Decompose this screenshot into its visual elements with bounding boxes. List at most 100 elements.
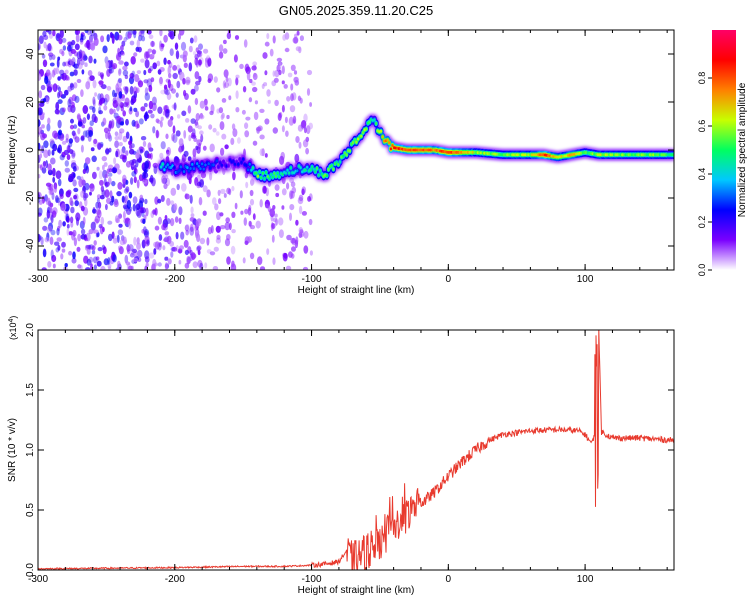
noise-blob xyxy=(165,133,169,140)
noise-blob xyxy=(204,98,208,108)
noise-blob xyxy=(154,241,160,250)
noise-blob xyxy=(216,87,221,93)
noise-blob xyxy=(69,58,75,66)
noise-blob xyxy=(174,42,179,50)
noise-blob xyxy=(71,231,76,241)
noise-blob xyxy=(239,63,244,69)
noise-blob xyxy=(70,206,75,214)
noise-blob xyxy=(84,197,88,207)
noise-blob xyxy=(245,181,249,189)
noise-blob xyxy=(138,118,144,125)
noise-blob xyxy=(289,212,292,221)
noise-blob xyxy=(105,148,110,155)
noise-blob xyxy=(174,216,179,223)
ridge-core-point xyxy=(191,162,194,166)
noise-blob xyxy=(82,193,87,201)
noise-blob xyxy=(172,65,178,71)
noise-blob xyxy=(59,30,64,39)
noise-blob xyxy=(178,259,182,265)
ridge-core-point xyxy=(266,175,269,179)
noise-blob xyxy=(132,196,138,205)
noise-blob xyxy=(58,37,63,45)
noise-blob xyxy=(262,52,268,59)
noise-blob xyxy=(302,266,309,270)
noise-blob xyxy=(143,226,147,234)
ridge-core-point xyxy=(389,147,393,151)
noise-blob xyxy=(89,40,95,50)
noise-blob xyxy=(202,185,208,193)
noise-blob xyxy=(93,58,97,64)
noise-blob xyxy=(127,249,131,255)
noise-blob xyxy=(105,61,109,69)
noise-blob xyxy=(114,131,119,137)
noise-blob xyxy=(125,161,132,168)
ridge-core-point xyxy=(164,165,168,169)
figure-title: GN05.2025.359.11.20.C25 xyxy=(279,3,433,18)
noise-blob xyxy=(164,256,169,261)
noise-blob xyxy=(188,176,192,185)
noise-blob xyxy=(53,132,59,140)
noise-blob xyxy=(224,221,230,231)
noise-blob xyxy=(92,96,96,105)
noise-blob xyxy=(215,225,221,233)
ridge-core-point xyxy=(176,170,179,174)
noise-blob xyxy=(122,178,126,185)
noise-blob xyxy=(277,112,282,121)
noise-blob xyxy=(106,85,112,91)
noise-blob xyxy=(151,102,157,112)
noise-blob xyxy=(88,130,94,137)
noise-blob xyxy=(80,176,84,185)
noise-blob xyxy=(57,76,61,81)
ridge-core-point xyxy=(622,153,626,157)
colorbar-tick-label: 0.4 xyxy=(697,168,707,181)
noise-blob xyxy=(68,250,73,256)
noise-blob xyxy=(296,30,300,36)
ridge-core-point xyxy=(219,161,222,165)
noise-blob xyxy=(129,252,135,258)
ridge-core-point xyxy=(276,171,279,175)
ridge-core-point xyxy=(424,148,427,152)
noise-blob xyxy=(73,195,78,200)
noise-blob xyxy=(203,48,209,54)
ridge-core-point xyxy=(603,153,606,157)
noise-blob xyxy=(171,246,178,252)
noise-blob xyxy=(185,118,190,123)
noise-blob xyxy=(209,172,213,181)
noise-blob xyxy=(157,69,162,75)
noise-blob xyxy=(221,98,227,103)
ridge-core-point xyxy=(466,150,470,154)
noise-blob xyxy=(147,48,153,53)
ridge-core-point xyxy=(606,153,609,157)
noise-blob xyxy=(144,235,150,245)
ridge-core-point xyxy=(235,160,238,164)
noise-blob xyxy=(120,121,124,126)
noise-blob xyxy=(135,152,140,159)
noise-blob xyxy=(76,246,81,252)
noise-blob xyxy=(118,213,123,219)
noise-blob xyxy=(73,237,77,247)
noise-blob xyxy=(46,123,51,132)
noise-blob xyxy=(145,111,149,119)
noise-blob xyxy=(140,136,147,141)
noise-blob xyxy=(151,49,157,55)
noise-blob xyxy=(85,129,90,139)
ridge-core-point xyxy=(245,164,248,167)
noise-blob xyxy=(170,251,174,258)
ridge-core-point xyxy=(386,138,389,142)
noise-blob xyxy=(184,224,190,232)
noise-blob xyxy=(66,228,70,236)
noise-blob xyxy=(264,41,270,47)
noise-blob xyxy=(112,254,117,263)
noise-blob xyxy=(85,267,91,270)
noise-blob xyxy=(43,140,49,149)
noise-blob xyxy=(247,236,253,243)
ridge-core-point xyxy=(261,171,265,175)
noise-blob xyxy=(138,34,143,42)
colorbar-gradient xyxy=(712,30,736,270)
noise-blob xyxy=(60,202,66,211)
noise-blob xyxy=(221,133,227,140)
noise-blob xyxy=(309,102,312,107)
noise-blob xyxy=(198,75,202,83)
ridge-core-point xyxy=(342,154,345,158)
